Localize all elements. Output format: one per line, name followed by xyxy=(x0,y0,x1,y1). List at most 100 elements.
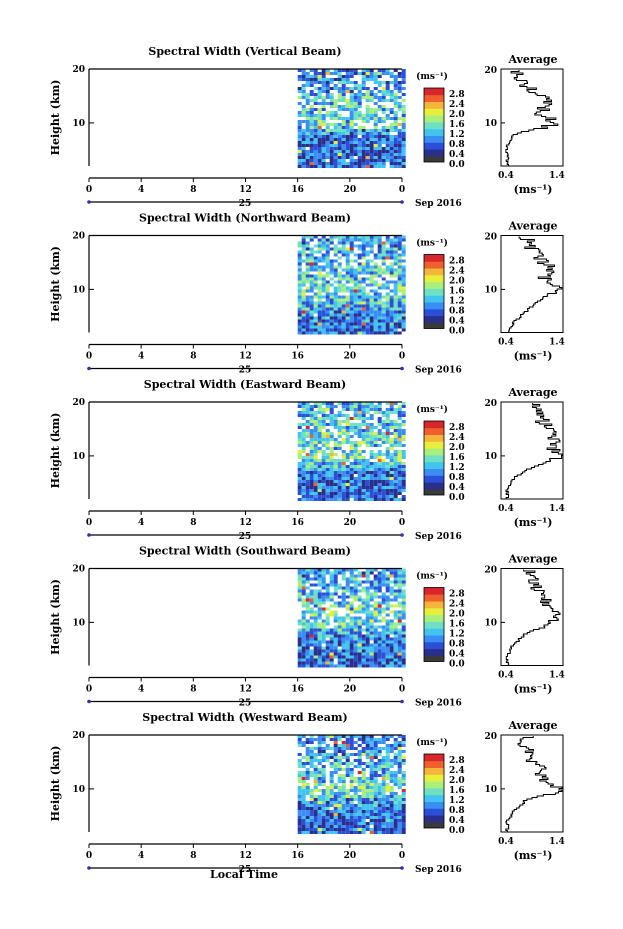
heatmap-cell xyxy=(309,78,314,81)
heatmap-cell xyxy=(345,280,350,284)
heatmap-cell xyxy=(385,435,390,438)
heatmap-cell xyxy=(317,468,322,471)
heatmap-cell xyxy=(313,159,318,162)
heatmap-cell xyxy=(397,84,402,87)
heatmap-cell xyxy=(337,568,342,572)
heatmap-cell xyxy=(337,289,342,293)
heatmap-cell xyxy=(401,69,406,72)
heatmap-cell xyxy=(317,111,322,114)
heatmap-cell xyxy=(381,568,386,572)
heatmap-cell xyxy=(381,435,386,438)
heatmap-cell xyxy=(309,313,314,317)
heatmap-cell xyxy=(309,756,314,759)
heatmap-cell xyxy=(333,816,338,819)
heatmap-cell xyxy=(317,580,322,584)
heatmap-cell xyxy=(301,495,306,498)
heatmap-cell xyxy=(329,459,334,462)
heatmap-cell xyxy=(401,114,406,117)
heatmap-cell xyxy=(385,753,390,756)
heatmap-cell xyxy=(297,102,302,105)
heatmap-cell xyxy=(321,244,326,248)
heatmap-cell xyxy=(389,331,394,335)
heatmap-cell xyxy=(357,825,362,828)
heatmap-cell xyxy=(393,444,398,447)
heatmap-cell xyxy=(401,756,406,759)
colorbar-tick-label: 2.0 xyxy=(449,277,465,287)
heatmap-cell xyxy=(301,792,306,795)
heatmap-cell xyxy=(341,316,346,320)
heatmap-cell xyxy=(321,123,326,126)
heatmap-cell xyxy=(301,822,306,825)
heatmap-cell xyxy=(401,438,406,441)
heatmap-cell xyxy=(317,156,322,159)
heatmap-cell xyxy=(349,268,354,272)
heatmap-cell xyxy=(353,831,358,834)
heatmap-cell xyxy=(317,831,322,834)
heatmap-cell xyxy=(357,780,362,783)
heatmap-cell xyxy=(353,441,358,444)
heatmap-cell xyxy=(321,289,326,293)
heatmap-cell xyxy=(393,568,398,572)
heatmap-cell xyxy=(373,613,378,617)
heatmap-cell xyxy=(385,816,390,819)
heatmap-cell xyxy=(365,429,370,432)
heatmap-cell xyxy=(329,99,334,102)
heatmap-cell xyxy=(321,777,326,780)
heatmap-cell xyxy=(321,235,326,239)
heatmap-cell xyxy=(377,156,382,159)
heatmap-cell xyxy=(385,310,390,314)
heatmap-cell xyxy=(309,661,314,665)
heatmap-cell xyxy=(305,162,310,165)
heatmap-cell xyxy=(301,283,306,287)
heatmap-cell xyxy=(349,325,354,329)
heatmap-cell xyxy=(349,271,354,275)
heatmap-cell xyxy=(309,138,314,141)
heatmap-cell xyxy=(297,804,302,807)
heatmap-cell xyxy=(317,247,322,251)
heatmap-cell xyxy=(313,646,318,650)
heatmap-cell xyxy=(317,471,322,474)
heatmap-cell xyxy=(313,813,318,816)
heatmap-cell xyxy=(397,277,402,281)
heatmap-cell xyxy=(385,429,390,432)
heatmap-cell xyxy=(385,307,390,311)
heatmap-cell xyxy=(381,819,386,822)
heatmap-cell xyxy=(317,634,322,638)
heatmap-cell xyxy=(401,322,406,326)
colorbar-tick-label: 1.2 xyxy=(449,463,465,473)
heatmap-cell xyxy=(305,804,310,807)
heatmap-cell xyxy=(385,322,390,326)
heatmap-cell xyxy=(309,307,314,311)
heatmap-cell xyxy=(329,628,334,632)
heatmap-cell xyxy=(393,649,398,653)
heatmap-cell xyxy=(353,795,358,798)
heatmap-cell xyxy=(393,813,398,816)
heatmap-cell xyxy=(389,268,394,272)
heatmap-cell xyxy=(369,414,374,417)
heatmap-cell xyxy=(349,93,354,96)
heatmap-cell xyxy=(401,250,406,254)
heatmap-cell xyxy=(393,489,398,492)
heatmap-cell xyxy=(377,322,382,326)
heatmap-cell xyxy=(297,411,302,414)
heatmap-cell xyxy=(329,298,334,302)
heatmap-cell xyxy=(337,825,342,828)
heatmap-cell xyxy=(305,465,310,468)
heatmap-cell xyxy=(393,156,398,159)
heatmap-cell xyxy=(389,637,394,641)
heatmap-cell xyxy=(317,762,322,765)
x-tick-label: 8 xyxy=(190,685,196,695)
heatmap-cell xyxy=(301,762,306,765)
heatmap-cell xyxy=(337,634,342,638)
heatmap-cell xyxy=(321,804,326,807)
heatmap-cell xyxy=(297,628,302,632)
heatmap-cell xyxy=(365,99,370,102)
heatmap-cell xyxy=(349,126,354,129)
heatmap-cell xyxy=(393,661,398,665)
heatmap-cell xyxy=(385,81,390,84)
heatmap-cell xyxy=(317,129,322,132)
heatmap-cell xyxy=(317,90,322,93)
heatmap-cell xyxy=(329,574,334,578)
heatmap-cell xyxy=(297,486,302,489)
heatmap-cell xyxy=(353,123,358,126)
